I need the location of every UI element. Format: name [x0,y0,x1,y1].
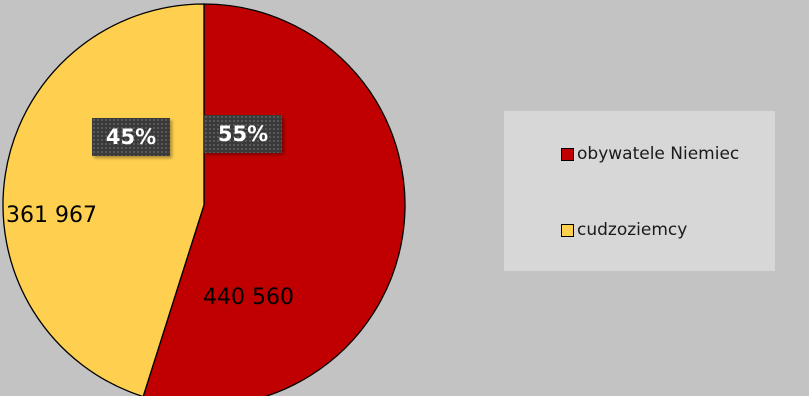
legend-label-cudzoziemcy: cudzoziemcy [577,220,688,240]
legend-item-cudzoziemcy: cudzoziemcy [561,220,687,240]
legend-swatch-red [561,147,574,161]
legend-item-obywatele-niemiec: obywatele Niemiec [561,144,739,164]
value-label-cudzoziemcy: 361 967 [6,203,97,228]
chart-legend: obywatele Niemiec cudzoziemcy [504,111,775,271]
value-label-obywatele-niemiec: 440 560 [203,285,294,310]
legend-label-obywatele-niemiec: obywatele Niemiec [577,144,740,164]
percent-label-cudzoziemcy: 45% [92,118,170,156]
pie-slice-cudzoziemcy [2,3,205,396]
pie-slice-obywatele-niemiec [142,3,406,396]
legend-swatch-yellow [561,223,574,237]
percent-label-obywatele-niemiec: 55% [204,115,282,153]
